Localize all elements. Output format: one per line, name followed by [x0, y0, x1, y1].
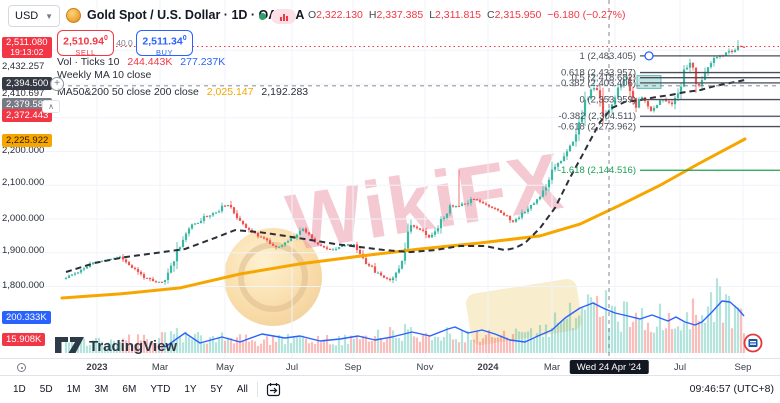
volume-value: 244.443K [127, 56, 173, 68]
sell-button[interactable]: 2,510.940 SELL [57, 30, 114, 57]
time-axis-label: Jul [673, 362, 687, 373]
calendar-icon [266, 383, 281, 397]
time-axis[interactable]: Wed 24 Apr '24 2023 Mar May Jul Sep Nov 2024 Ma… [0, 358, 780, 375]
currency-selector[interactable]: USD ▼ [8, 5, 60, 27]
add-indicator-button[interactable]: + [50, 77, 64, 91]
price-chart-canvas[interactable]: 1 (2,483.405) 0.618 (2,433.957)0.5 (2,418… [0, 0, 780, 358]
crosshair [60, 0, 780, 358]
legend-row-weekly-ma[interactable]: Weekly MA 10 close [57, 69, 151, 81]
ohlc-readout: O2,322.130 H2,337.385 L2,311.815 C2,315.950… [302, 9, 626, 21]
price-scale-label: 2,372.443 [2, 109, 53, 122]
bottom-toolbar: 1D 5D 1M 3M 6M YTD 1Y 5Y All 09:46:57 (UTC+8) [0, 375, 780, 403]
market-status-icon [259, 13, 266, 20]
volume-indicator-label: Vol · Ticks 10 [57, 56, 120, 68]
weekly-ma-label: Weekly MA 10 close [57, 69, 152, 81]
fib-level-label: 0 (2,353.959) [579, 95, 636, 106]
ohlc-letter: H [368, 9, 377, 21]
range-button-6m[interactable]: 6M [122, 384, 137, 395]
price-scale-label: 2,225.922 [2, 134, 53, 147]
ohlc-value: 2,315.950 [494, 9, 542, 21]
fib-level-label: 0.618 (2,433.957) [561, 68, 636, 79]
ma200-line [60, 137, 747, 300]
currency-value: USD [15, 10, 39, 22]
ohlc-letter: C [486, 9, 495, 21]
chevron-down-icon: ▼ [45, 11, 53, 21]
time-axis-label: Mar [151, 362, 169, 373]
range-button-5d[interactable]: 5D [39, 384, 53, 395]
price-scale-label: 2,410.697 [2, 88, 45, 99]
scroll-to-realtime-icon[interactable] [17, 363, 26, 372]
ohlc-letter: O [308, 9, 317, 21]
legend-row-ma50-200[interactable]: MA50&200 50 close 200 close 2,025.147 2,… [57, 86, 308, 98]
price-scale-label: 2,394.500 [2, 77, 53, 90]
ohlc-value: 2,322.130 [316, 9, 363, 21]
tradingview-logo[interactable]: TradingView [53, 333, 213, 362]
fib-level-label: 1 (2,483.405) [579, 51, 636, 62]
time-axis-label: Mar [543, 362, 561, 373]
time-axis-label: May [216, 362, 234, 373]
clock-timezone[interactable]: 09:46:57 (UTC+8) [689, 383, 774, 395]
ma50-value: 2,025.147 [206, 86, 254, 98]
fib-level-label: -0.382 (2,304.511) [559, 111, 636, 122]
countdown-timer: 19:13:02 [10, 46, 44, 57]
fib-level-label: -1.618 (2,144.516) [558, 165, 636, 176]
buy-button[interactable]: 2,511.340 BUY [136, 30, 193, 57]
time-axis-label: Sep [734, 362, 752, 373]
time-axis-label: Nov [416, 362, 434, 373]
price-scale-label: 15.908K [2, 333, 46, 346]
last-price-label: 2,511.080 19:13:02 [2, 37, 52, 58]
candlesticks [64, 40, 746, 286]
fib-level-label: 0.382 (2,403.406) [561, 78, 636, 89]
ohlc-value: 2,311.815 [435, 9, 481, 21]
tradingview-logo-text: TradingView [89, 338, 177, 355]
price-scale-label: 2,200.000 [2, 145, 45, 156]
spread-value: 40.0 [116, 38, 133, 48]
ma200-value: 2,192.283 [261, 86, 309, 98]
ma50-200-label: MA50&200 50 close 200 close [57, 86, 199, 98]
time-axis-label: 2024 [477, 362, 499, 373]
range-button-3m[interactable]: 3M [94, 384, 109, 395]
price-scale-label: 1,900.000 [2, 245, 45, 256]
ohlc-letter: L [429, 9, 436, 21]
time-axis-label: 2023 [86, 362, 108, 373]
ohlc-value: 2,337.385 [376, 9, 424, 21]
chart-gridlines [0, 0, 780, 358]
price-scale-label: 200.333K [2, 311, 51, 324]
toolbar-divider [256, 382, 258, 397]
time-axis-label: Sep [344, 362, 362, 373]
range-button-1d[interactable]: 1D [13, 384, 26, 395]
price-scale-label: 2,100.000 [2, 177, 45, 188]
wikifx-badge-icon [743, 333, 763, 358]
fib-level-label: 0.5 (2,418.682) [572, 73, 636, 84]
legend-row-volume[interactable]: Vol · Ticks 10 244.443K 277.237K [57, 56, 225, 68]
range-button-all[interactable]: All [236, 384, 248, 395]
go-to-date-button[interactable] [266, 382, 281, 397]
range-button-1y[interactable]: 1Y [184, 384, 197, 395]
price-scale-label: 2,379.588 [2, 98, 53, 111]
fib-level-label: -0.618 (2,273.962) [558, 122, 636, 133]
chart-header: USD ▼ Gold Spot / U.S. Dollar · 1D · OAN… [0, 0, 780, 30]
change-value: −6.180 (−0.27%) [547, 9, 626, 21]
fib-retracement-drawing[interactable]: 1 (2,483.405) 0.618 (2,433.957)0.5 (2,418… [558, 51, 780, 176]
weekly-ma10-line [65, 79, 746, 273]
hot-symbol-badge-icon [271, 9, 296, 24]
ticks-value: 277.237K [180, 56, 226, 68]
time-axis-label: Jul [285, 362, 299, 373]
price-scale-label: 2,432.257 [2, 61, 45, 72]
range-button-5y[interactable]: 5Y [210, 384, 223, 395]
range-button-ytd[interactable]: YTD [150, 384, 171, 395]
fib-highlight-box [636, 75, 662, 89]
price-scale-label: 1,800.000 [2, 280, 45, 291]
price-scale-label: 2,000.000 [2, 213, 45, 224]
crosshair-date-tooltip: Wed 24 Apr '24 [569, 360, 649, 374]
collapse-legend-button[interactable]: ∧ [42, 100, 60, 113]
range-button-1m[interactable]: 1M [66, 384, 81, 395]
symbol-title[interactable]: Gold Spot / U.S. Dollar · 1D · OANDA [87, 8, 305, 22]
gold-coin-icon [66, 8, 81, 23]
